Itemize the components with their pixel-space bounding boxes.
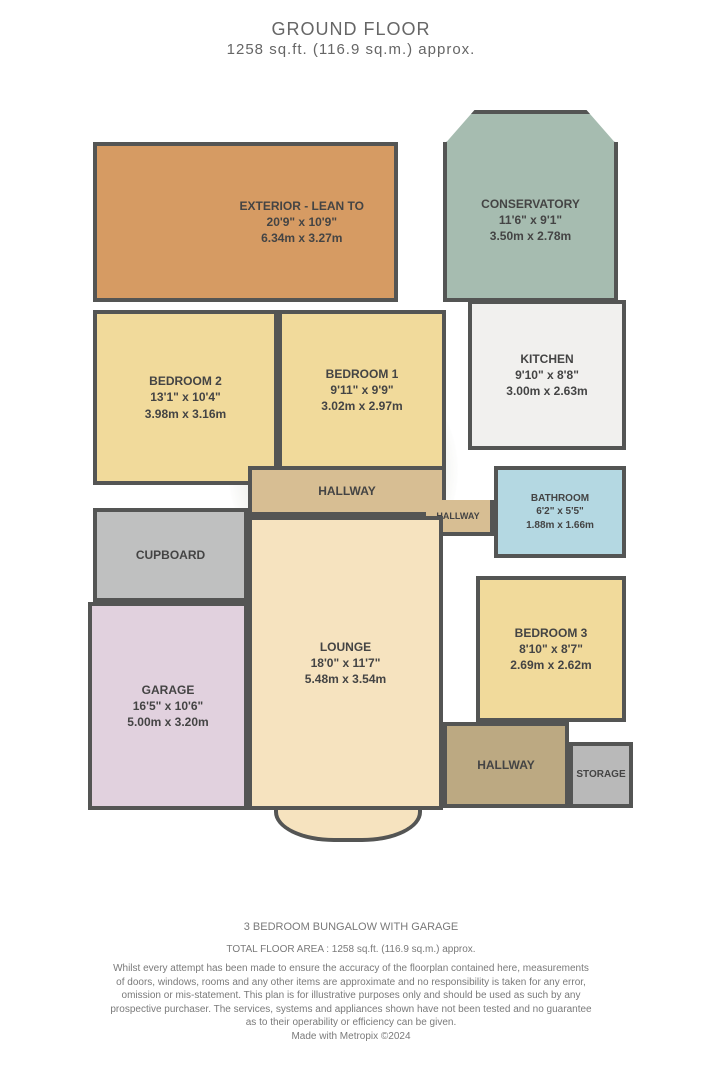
room-dim-imperial: 9'11" x 9'9" bbox=[321, 382, 402, 398]
room-name: LOUNGE bbox=[305, 639, 386, 655]
room-name: CONSERVATORY bbox=[481, 196, 580, 212]
room-name: KITCHEN bbox=[506, 351, 587, 367]
header: GROUND FLOOR 1258 sq.ft. (116.9 sq.m.) a… bbox=[0, 0, 702, 59]
room-name: BATHROOM bbox=[526, 492, 594, 506]
room-dim-imperial: 16'5" x 10'6" bbox=[127, 698, 208, 714]
room-exterior: EXTERIOR - LEAN TO20'9" x 10'9"6.34m x 3… bbox=[93, 142, 398, 302]
conservatory-roof bbox=[443, 110, 618, 146]
room-dim-imperial: 8'10" x 8'7" bbox=[510, 641, 591, 657]
room-hallway_top: HALLWAY bbox=[248, 466, 446, 516]
room-name: BEDROOM 3 bbox=[510, 625, 591, 641]
room-name: CUPBOARD bbox=[136, 547, 205, 563]
room-dim-imperial: 13'1" x 10'4" bbox=[145, 389, 226, 405]
room-dim-metric: 5.48m x 3.54m bbox=[305, 671, 386, 687]
room-conservatory: CONSERVATORY11'6" x 9'1"3.50m x 2.78m bbox=[443, 142, 618, 302]
room-cupboard: CUPBOARD bbox=[93, 508, 248, 602]
room-dim-imperial: 18'0" x 11'7" bbox=[305, 655, 386, 671]
room-lounge: LOUNGE18'0" x 11'7"5.48m x 3.54m bbox=[248, 516, 443, 810]
footer-disclaimer: Whilst every attempt has been made to en… bbox=[110, 962, 592, 1030]
floor-subtitle: 1258 sq.ft. (116.9 sq.m.) approx. bbox=[0, 41, 702, 60]
room-dim-imperial: 6'2" x 5'5" bbox=[526, 505, 594, 519]
bay-window bbox=[274, 808, 422, 842]
room-name: EXTERIOR - LEAN TO bbox=[240, 198, 364, 214]
room-name: BEDROOM 1 bbox=[321, 366, 402, 382]
room-name: HALLWAY bbox=[477, 757, 535, 773]
room-dim-metric: 3.00m x 2.63m bbox=[506, 383, 587, 399]
floor-title: GROUND FLOOR bbox=[0, 18, 702, 41]
room-name: GARAGE bbox=[127, 682, 208, 698]
room-bedroom2: BEDROOM 213'1" x 10'4"3.98m x 3.16m bbox=[93, 310, 278, 485]
room-dim-metric: 5.00m x 3.20m bbox=[127, 714, 208, 730]
room-dim-metric: 1.88m x 1.66m bbox=[526, 519, 594, 533]
floorplan-canvas: 222 ESTATES EXTERIOR - LEAN TO20'9" x 10… bbox=[88, 110, 648, 830]
room-dim-metric: 6.34m x 3.27m bbox=[240, 230, 364, 246]
footer: 3 BEDROOM BUNGALOW WITH GARAGE TOTAL FLO… bbox=[0, 920, 702, 1043]
room-dim-imperial: 20'9" x 10'9" bbox=[240, 214, 364, 230]
room-garage: GARAGE16'5" x 10'6"5.00m x 3.20m bbox=[88, 602, 248, 810]
room-bathroom: BATHROOM6'2" x 5'5"1.88m x 1.66m bbox=[494, 466, 626, 558]
room-dim-imperial: 11'6" x 9'1" bbox=[481, 212, 580, 228]
room-bedroom1: BEDROOM 19'11" x 9'9"3.02m x 2.97m bbox=[278, 310, 446, 470]
room-dim-metric: 3.02m x 2.97m bbox=[321, 398, 402, 414]
footer-area: TOTAL FLOOR AREA : 1258 sq.ft. (116.9 sq… bbox=[110, 943, 592, 957]
room-bedroom3: BEDROOM 38'10" x 8'7"2.69m x 2.62m bbox=[476, 576, 626, 722]
footer-title: 3 BEDROOM BUNGALOW WITH GARAGE bbox=[110, 920, 592, 935]
room-dim-metric: 3.50m x 2.78m bbox=[481, 228, 580, 244]
room-dim-metric: 3.98m x 3.16m bbox=[145, 406, 226, 422]
room-name: STORAGE bbox=[576, 768, 625, 782]
room-name: HALLWAY bbox=[318, 483, 376, 499]
room-hallway_bottom: HALLWAY bbox=[443, 722, 569, 808]
room-dim-metric: 2.69m x 2.62m bbox=[510, 657, 591, 673]
room-kitchen: KITCHEN9'10" x 8'8"3.00m x 2.63m bbox=[468, 300, 626, 450]
room-name: BEDROOM 2 bbox=[145, 373, 226, 389]
room-dim-imperial: 9'10" x 8'8" bbox=[506, 367, 587, 383]
room-storage: STORAGE bbox=[569, 742, 633, 808]
footer-credit: Made with Metropix ©2024 bbox=[110, 1030, 592, 1044]
